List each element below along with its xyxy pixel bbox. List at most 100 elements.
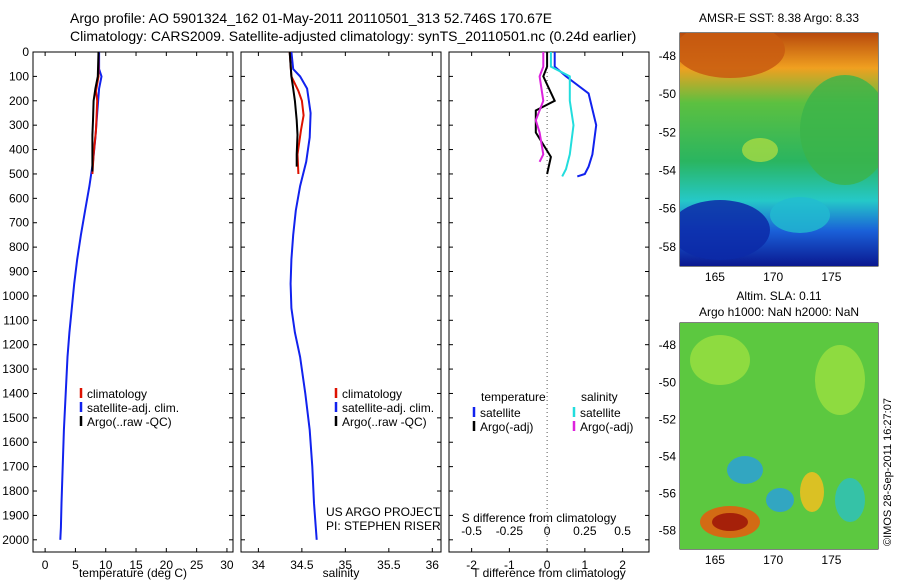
map-y-tick-label: -56 xyxy=(659,202,677,216)
map-y-tick-label: -48 xyxy=(659,49,677,63)
legend-title: temperature xyxy=(481,390,546,404)
map-y-tick-label: -48 xyxy=(659,338,677,352)
profile-panel-1: 0100200300400500600700800900100011001200… xyxy=(2,45,234,580)
map-title-line-1: Altim. SLA: 0.11 xyxy=(736,289,821,303)
map-x-tick-label: 175 xyxy=(821,553,841,567)
x-tick-label: 0 xyxy=(544,558,551,572)
x-tick-label: 10 xyxy=(99,558,113,572)
map-y-tick-label: -54 xyxy=(659,164,677,178)
y-tick-label: 200 xyxy=(9,94,29,108)
map-x-tick-label: 175 xyxy=(821,270,841,284)
x-tick-label: 1 xyxy=(582,558,589,572)
series-line-satellite xyxy=(289,51,318,540)
map-y-tick-label: -52 xyxy=(659,125,677,139)
map-y-tick-label: -50 xyxy=(659,87,677,101)
y-tick-label: 1100 xyxy=(3,313,29,327)
y-tick-label: 1400 xyxy=(2,386,29,400)
x-tick-label: 0 xyxy=(42,558,49,572)
y-tick-label: 600 xyxy=(9,191,29,205)
x-tick-label: 30 xyxy=(220,558,234,572)
series-line-argo xyxy=(91,51,100,172)
map-title-line-2: Argo h1000: NaN h2000: NaN xyxy=(699,305,859,319)
legend-label: satellite-adj. clim. xyxy=(342,401,434,415)
legend-label: Argo(-adj) xyxy=(580,420,633,434)
legend-label: Argo(..raw -QC) xyxy=(87,415,172,429)
y-tick-label: 900 xyxy=(9,265,29,279)
legend-label: satellite xyxy=(580,406,621,420)
series-line-argo xyxy=(534,52,557,175)
y-tick-label: 1000 xyxy=(2,289,29,303)
x-tick-label: -1 xyxy=(504,558,515,572)
x-tick-label: 34.5 xyxy=(290,558,314,572)
y-tick-label: 1700 xyxy=(2,460,29,474)
legend-label: Argo(-adj) xyxy=(480,420,533,434)
x-tick-label: 25 xyxy=(190,558,204,572)
header-line-1: Argo profile: AO 5901324_162 01-May-2011… xyxy=(70,10,553,26)
map-y-tick-label: -50 xyxy=(659,375,677,389)
x-tick-label: 36 xyxy=(426,558,440,572)
y-tick-label: 0 xyxy=(22,45,29,59)
y-tick-label: 2000 xyxy=(2,533,29,547)
y-tick-label: 800 xyxy=(9,240,29,254)
legend-label: satellite xyxy=(480,406,521,420)
top-tick-label: 0 xyxy=(544,524,551,538)
y-tick-label: 300 xyxy=(9,118,29,132)
profile-panel-3: -2 -1 0 1 2T difference from climatology S di… xyxy=(448,51,650,580)
y-tick-label: 1800 xyxy=(2,484,29,498)
credit-line-2: PI: STEPHEN RISER xyxy=(326,519,441,533)
x-tick-label: 2 xyxy=(619,558,626,572)
x-axis-label-top: S difference from climatology xyxy=(462,511,617,525)
plot-frame xyxy=(240,51,442,553)
x-tick-label: 35.5 xyxy=(377,558,401,572)
series-line-sal_satellite xyxy=(549,52,575,177)
x-tick-label: 34 xyxy=(252,558,266,572)
sla-map-field xyxy=(680,323,878,549)
x-tick-label: -2 xyxy=(466,558,477,572)
top-tick-label: -0.25 xyxy=(496,524,524,538)
x-tick-label: 20 xyxy=(160,558,174,572)
y-tick-label: 700 xyxy=(9,216,29,230)
x-tick-label: 15 xyxy=(129,558,143,572)
top-tick-label: -0.5 xyxy=(461,524,482,538)
y-tick-label: 100 xyxy=(9,69,29,83)
profile-panel-2: 34 34.5 35 35.5 36 salinity climatologysatelli… xyxy=(240,51,442,580)
y-tick-label: 1600 xyxy=(2,435,29,449)
x-axis-label: temperature (deg C) xyxy=(79,566,187,580)
x-axis-label: salinity xyxy=(323,566,360,580)
x-tick-label: 5 xyxy=(72,558,79,572)
series-line-argo xyxy=(288,51,299,167)
map-title: AMSR-E SST: 8.38 Argo: 8.33 xyxy=(699,11,859,25)
map-y-tick-label: -58 xyxy=(659,240,677,254)
map-x-tick-label: 170 xyxy=(763,553,783,567)
plot-frame xyxy=(448,51,650,553)
map-y-tick-label: -56 xyxy=(659,486,677,500)
legend-label: Argo(..raw -QC) xyxy=(342,415,427,429)
map-y-tick-label: -54 xyxy=(659,449,677,463)
x-axis-label: T difference from climatology xyxy=(472,566,626,580)
x-tick-label: 35 xyxy=(339,558,353,572)
y-tick-label: 500 xyxy=(9,167,29,181)
map-x-tick-label: 165 xyxy=(705,270,725,284)
series-line-sal_argo xyxy=(534,52,545,163)
legend-label: satellite-adj. clim. xyxy=(87,401,179,415)
map-x-tick-label: 170 xyxy=(763,270,783,284)
y-tick-label: 1300 xyxy=(2,362,29,376)
plot-frame xyxy=(32,51,234,553)
legend-label: climatology xyxy=(342,387,402,401)
credit-line-1: US ARGO PROJECT xyxy=(326,505,441,519)
legend-title: salinity xyxy=(581,390,618,404)
legend-label: climatology xyxy=(87,387,147,401)
top-tick-label: 0.5 xyxy=(614,524,631,538)
header-line-2: Climatology: CARS2009. Satellite-adjuste… xyxy=(70,28,637,44)
y-tick-label: 1900 xyxy=(2,508,29,522)
map-y-tick-label: -52 xyxy=(659,412,677,426)
y-tick-label: 400 xyxy=(9,143,29,157)
y-tick-label: 1200 xyxy=(2,338,29,352)
sst-map-field xyxy=(680,33,878,266)
map-y-tick-label: -58 xyxy=(659,523,677,537)
map-x-tick-label: 165 xyxy=(705,553,725,567)
series-line-satellite xyxy=(59,52,103,540)
map-panel-2: Altim. SLA: 0.11 Argo h1000: NaN h2000: N… xyxy=(659,289,879,567)
y-tick-label: 1500 xyxy=(2,411,29,425)
